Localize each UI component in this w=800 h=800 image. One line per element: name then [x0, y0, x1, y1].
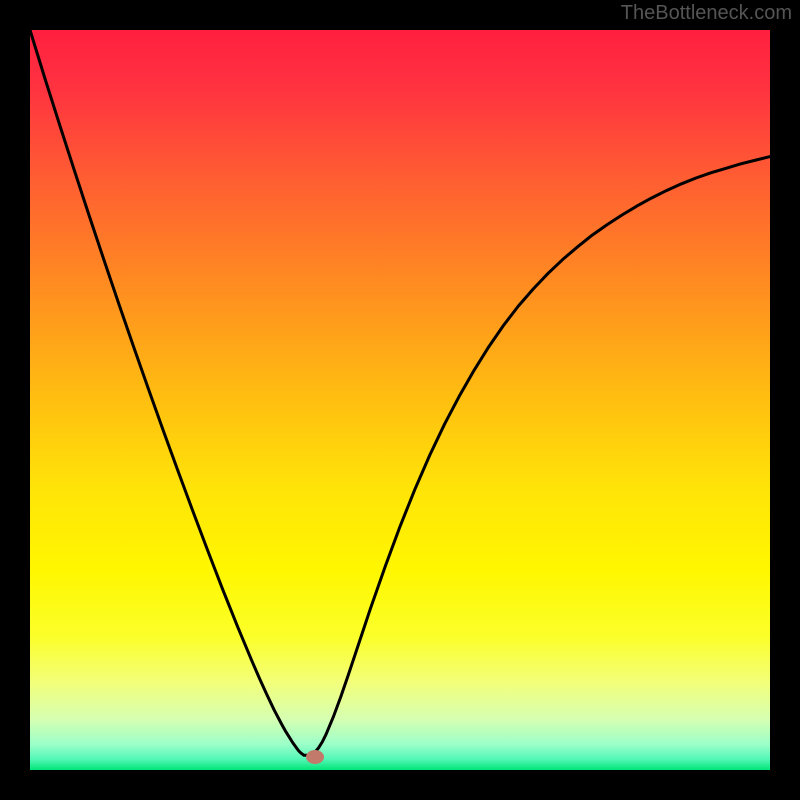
watermark-text: TheBottleneck.com — [621, 2, 792, 25]
bottleneck-curve — [30, 30, 770, 770]
chart-frame: TheBottleneck.com — [0, 0, 800, 800]
optimal-point-marker — [306, 750, 324, 764]
curve-path — [30, 30, 770, 755]
plot-area — [30, 30, 770, 770]
